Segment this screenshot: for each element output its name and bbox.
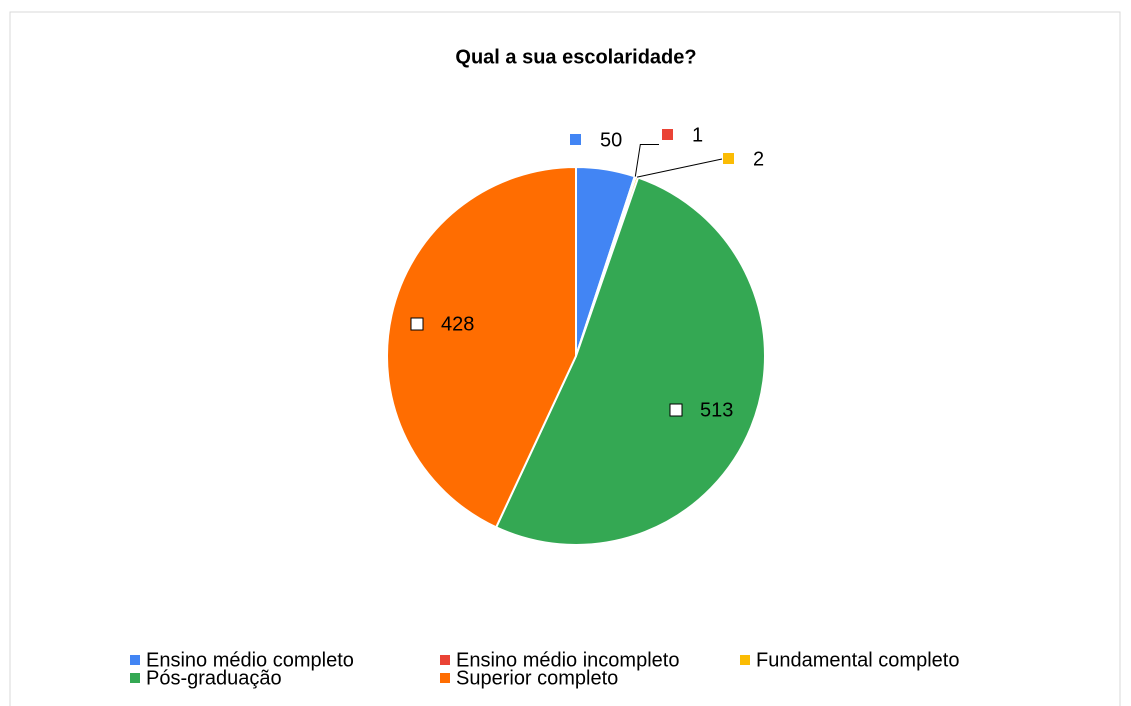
legend-label: Ensino médio completo [146,649,354,671]
label-key [662,129,673,140]
label-key [410,317,424,331]
pie-slice [494,176,766,546]
data-label: 2 [753,148,764,170]
leader-line [634,144,659,177]
chart-border [9,11,1121,706]
pie-slice [386,165,577,529]
chart-title: Qual a sua escolaridade? [455,46,696,68]
leader-line [636,158,723,178]
legend-swatch [130,673,140,683]
label-key [669,403,683,417]
data-label: 428 [441,313,474,335]
legend-swatch [440,655,450,665]
legend-label: Ensino médio incompleto [456,649,679,671]
legend-swatch [440,673,450,683]
legend-swatch [130,655,140,665]
label-key [570,134,581,145]
data-label: 50 [600,129,622,151]
legend-label: Fundamental completo [756,649,959,671]
legend-label: Pós-graduação [146,667,282,689]
legend-label: Superior completo [456,667,618,689]
legend-swatch [740,655,750,665]
data-label: 1 [692,124,703,146]
data-label: 513 [700,399,733,421]
label-key [723,153,734,164]
